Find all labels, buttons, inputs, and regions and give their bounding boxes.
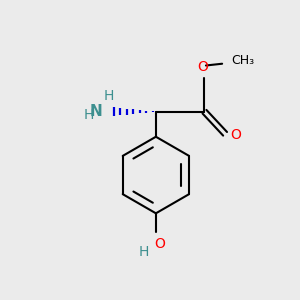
Text: O: O <box>198 60 208 74</box>
Text: H: H <box>84 108 94 122</box>
Text: O: O <box>230 128 241 142</box>
Text: H: H <box>103 89 114 103</box>
Text: CH₃: CH₃ <box>231 54 254 67</box>
Text: O: O <box>154 237 165 250</box>
Text: N: N <box>89 104 102 119</box>
Text: H: H <box>138 244 149 259</box>
